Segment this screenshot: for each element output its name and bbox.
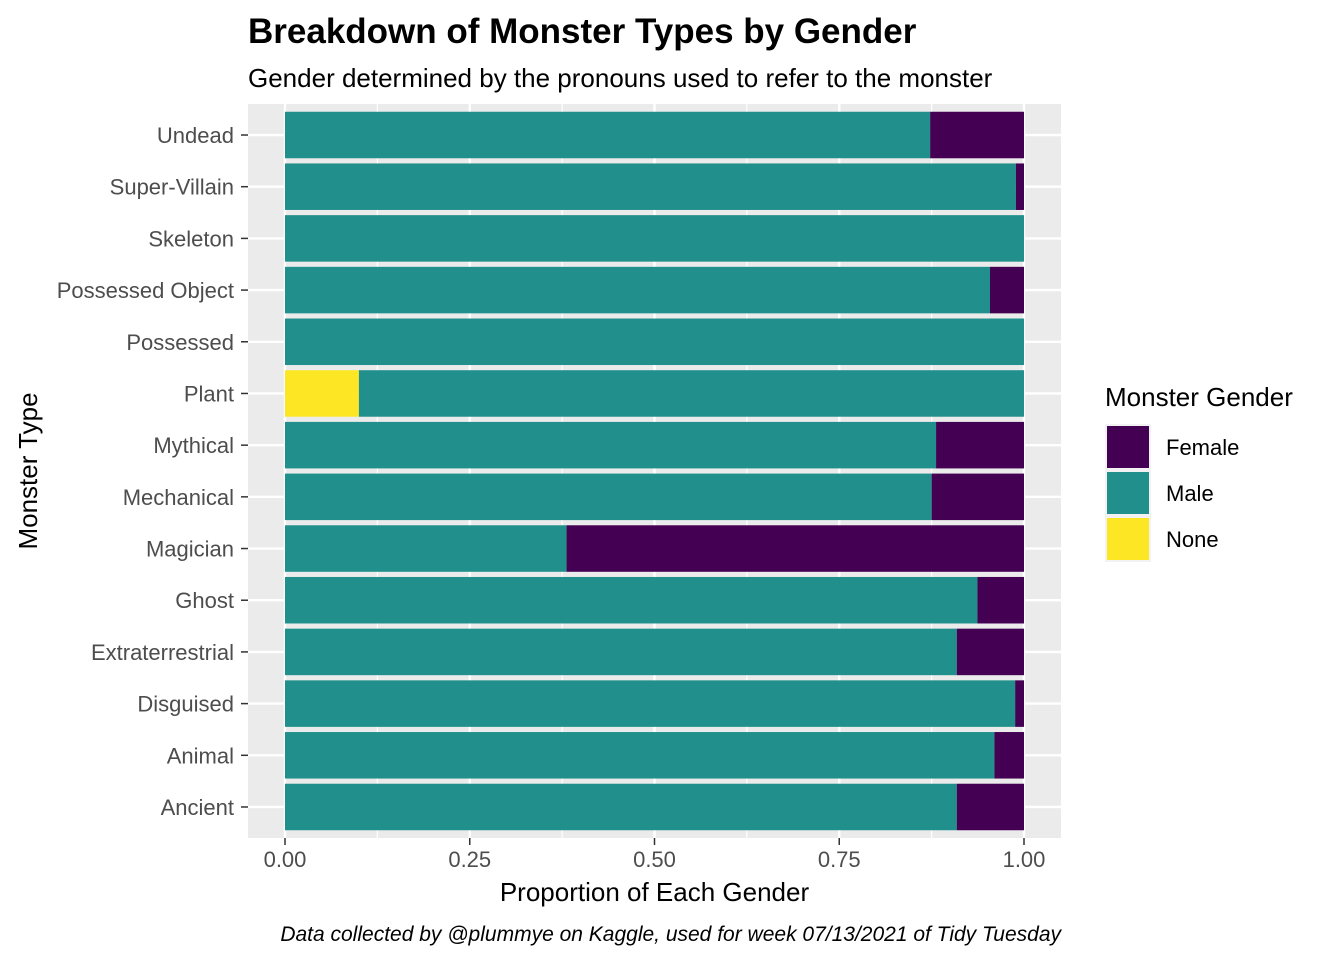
bar-animal-female (994, 732, 1024, 779)
y-tick-label: Skeleton (148, 226, 234, 251)
x-tick-label: 1.00 (1003, 847, 1046, 872)
x-tick-label: 0.00 (264, 847, 307, 872)
y-tick-label: Ancient (161, 795, 234, 820)
bar-disguised-male (285, 680, 1016, 727)
bar-ghost-female (977, 576, 1024, 624)
bar-disguised-female (1015, 680, 1024, 727)
bar-extraterrestrial-male (285, 628, 957, 676)
legend-label-none: None (1166, 527, 1219, 552)
y-axis-title: Monster Type (13, 392, 43, 549)
legend-swatch-male (1107, 472, 1149, 514)
legend-label-female: Female (1166, 435, 1239, 460)
bar-plant-male (358, 370, 1024, 417)
bar-possessed-object-male (285, 266, 991, 314)
bar-undead-female (930, 111, 1024, 159)
chart-caption: Data collected by @plummye on Kaggle, us… (280, 923, 1062, 946)
bar-skeleton-male (285, 215, 1024, 262)
y-tick-label: Extraterrestrial (91, 640, 234, 665)
bar-undead-male (285, 111, 931, 159)
y-tick-label: Super-Villain (110, 175, 234, 200)
bar-animal-male (285, 732, 995, 779)
y-axis: Undead Super-Villain Skeleton Possessed Obj… (57, 123, 248, 820)
legend-swatch-female (1107, 426, 1149, 468)
bar-magician-male (285, 525, 567, 572)
x-axis: 0.00 0.25 0.50 0.75 1.00 (264, 838, 1046, 872)
x-axis-title: Proportion of Each Gender (500, 877, 810, 907)
legend: Monster Gender Female Male None (1105, 382, 1293, 562)
legend-swatch-none (1107, 518, 1149, 560)
bar-ghost-male (285, 576, 978, 624)
y-tick-label: Undead (157, 123, 234, 148)
y-tick-label: Animal (167, 743, 234, 768)
bar-mythical-female (936, 421, 1024, 469)
legend-label-male: Male (1166, 481, 1214, 506)
legend-title: Monster Gender (1105, 382, 1293, 412)
y-tick-label: Magician (146, 537, 234, 562)
y-tick-label: Possessed (126, 330, 234, 355)
bar-mechanical-female (931, 473, 1024, 521)
bar-super-villain-male (285, 163, 1016, 210)
chart-title: Breakdown of Monster Types by Gender (248, 12, 917, 51)
chart-subtitle: Gender determined by the pronouns used t… (248, 63, 993, 93)
bar-extraterrestrial-female (956, 628, 1024, 676)
y-tick-label: Disguised (137, 692, 234, 717)
y-tick-label: Possessed Object (57, 278, 234, 303)
x-tick-label: 0.50 (633, 847, 676, 872)
bars (285, 111, 1024, 831)
y-tick-label: Mechanical (123, 485, 234, 510)
bar-magician-female (566, 525, 1024, 572)
y-tick-label: Mythical (153, 433, 234, 458)
bar-ancient-female (956, 783, 1024, 831)
bar-mythical-male (285, 421, 937, 469)
y-tick-label: Plant (184, 381, 234, 406)
x-tick-label: 0.75 (818, 847, 861, 872)
bar-possessed-object-female (990, 266, 1024, 314)
bar-possessed-male (285, 318, 1024, 366)
bar-ancient-male (285, 783, 957, 831)
y-tick-label: Ghost (175, 588, 234, 613)
bar-plant-none (285, 370, 359, 417)
x-tick-label: 0.25 (448, 847, 491, 872)
bar-super-villain-female (1015, 163, 1024, 210)
bar-mechanical-male (285, 473, 932, 521)
